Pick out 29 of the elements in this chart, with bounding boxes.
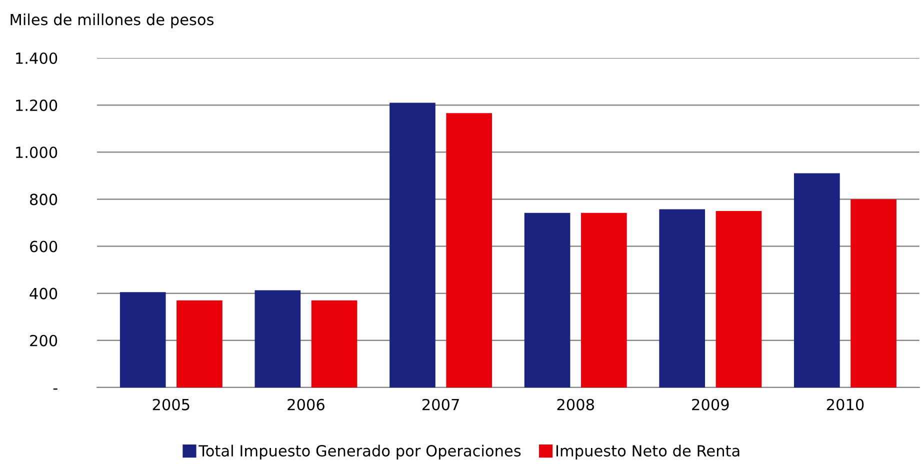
bar [524,212,570,388]
bar [794,173,840,388]
x-tick-label: 2009 [692,398,729,410]
x-tick-label: 2006 [288,398,324,410]
y-tick-label: 800 [30,194,58,206]
x-tick-label: 2010 [826,398,864,410]
bar [850,199,896,388]
legend-label: Impuesto Neto de Renta [556,444,740,460]
y-tick-label: 1.400 [16,52,58,64]
x-tick-label: 2005 [152,398,190,410]
x-tick-label: 2007 [422,398,459,410]
bar [254,290,301,388]
bar [716,210,762,388]
bar [390,102,436,388]
bar [176,300,222,388]
bar [581,212,627,388]
x-tick-label: 2008 [557,398,594,410]
y-tick-label: 1.200 [16,100,58,112]
y-tick-label: 600 [30,240,58,252]
bar [120,292,166,388]
y-tick-label: 400 [30,288,58,300]
y-tick-label: 1.000 [16,146,58,158]
y-tick-label: 200 [30,334,58,346]
y-axis-title: Miles de millones de pesos [10,13,214,28]
legend-label: Total Impuesto Generado por Operaciones [198,444,521,460]
bar [311,300,358,388]
bar [659,209,706,388]
y-tick-label: - [53,388,58,390]
bar [446,113,492,388]
